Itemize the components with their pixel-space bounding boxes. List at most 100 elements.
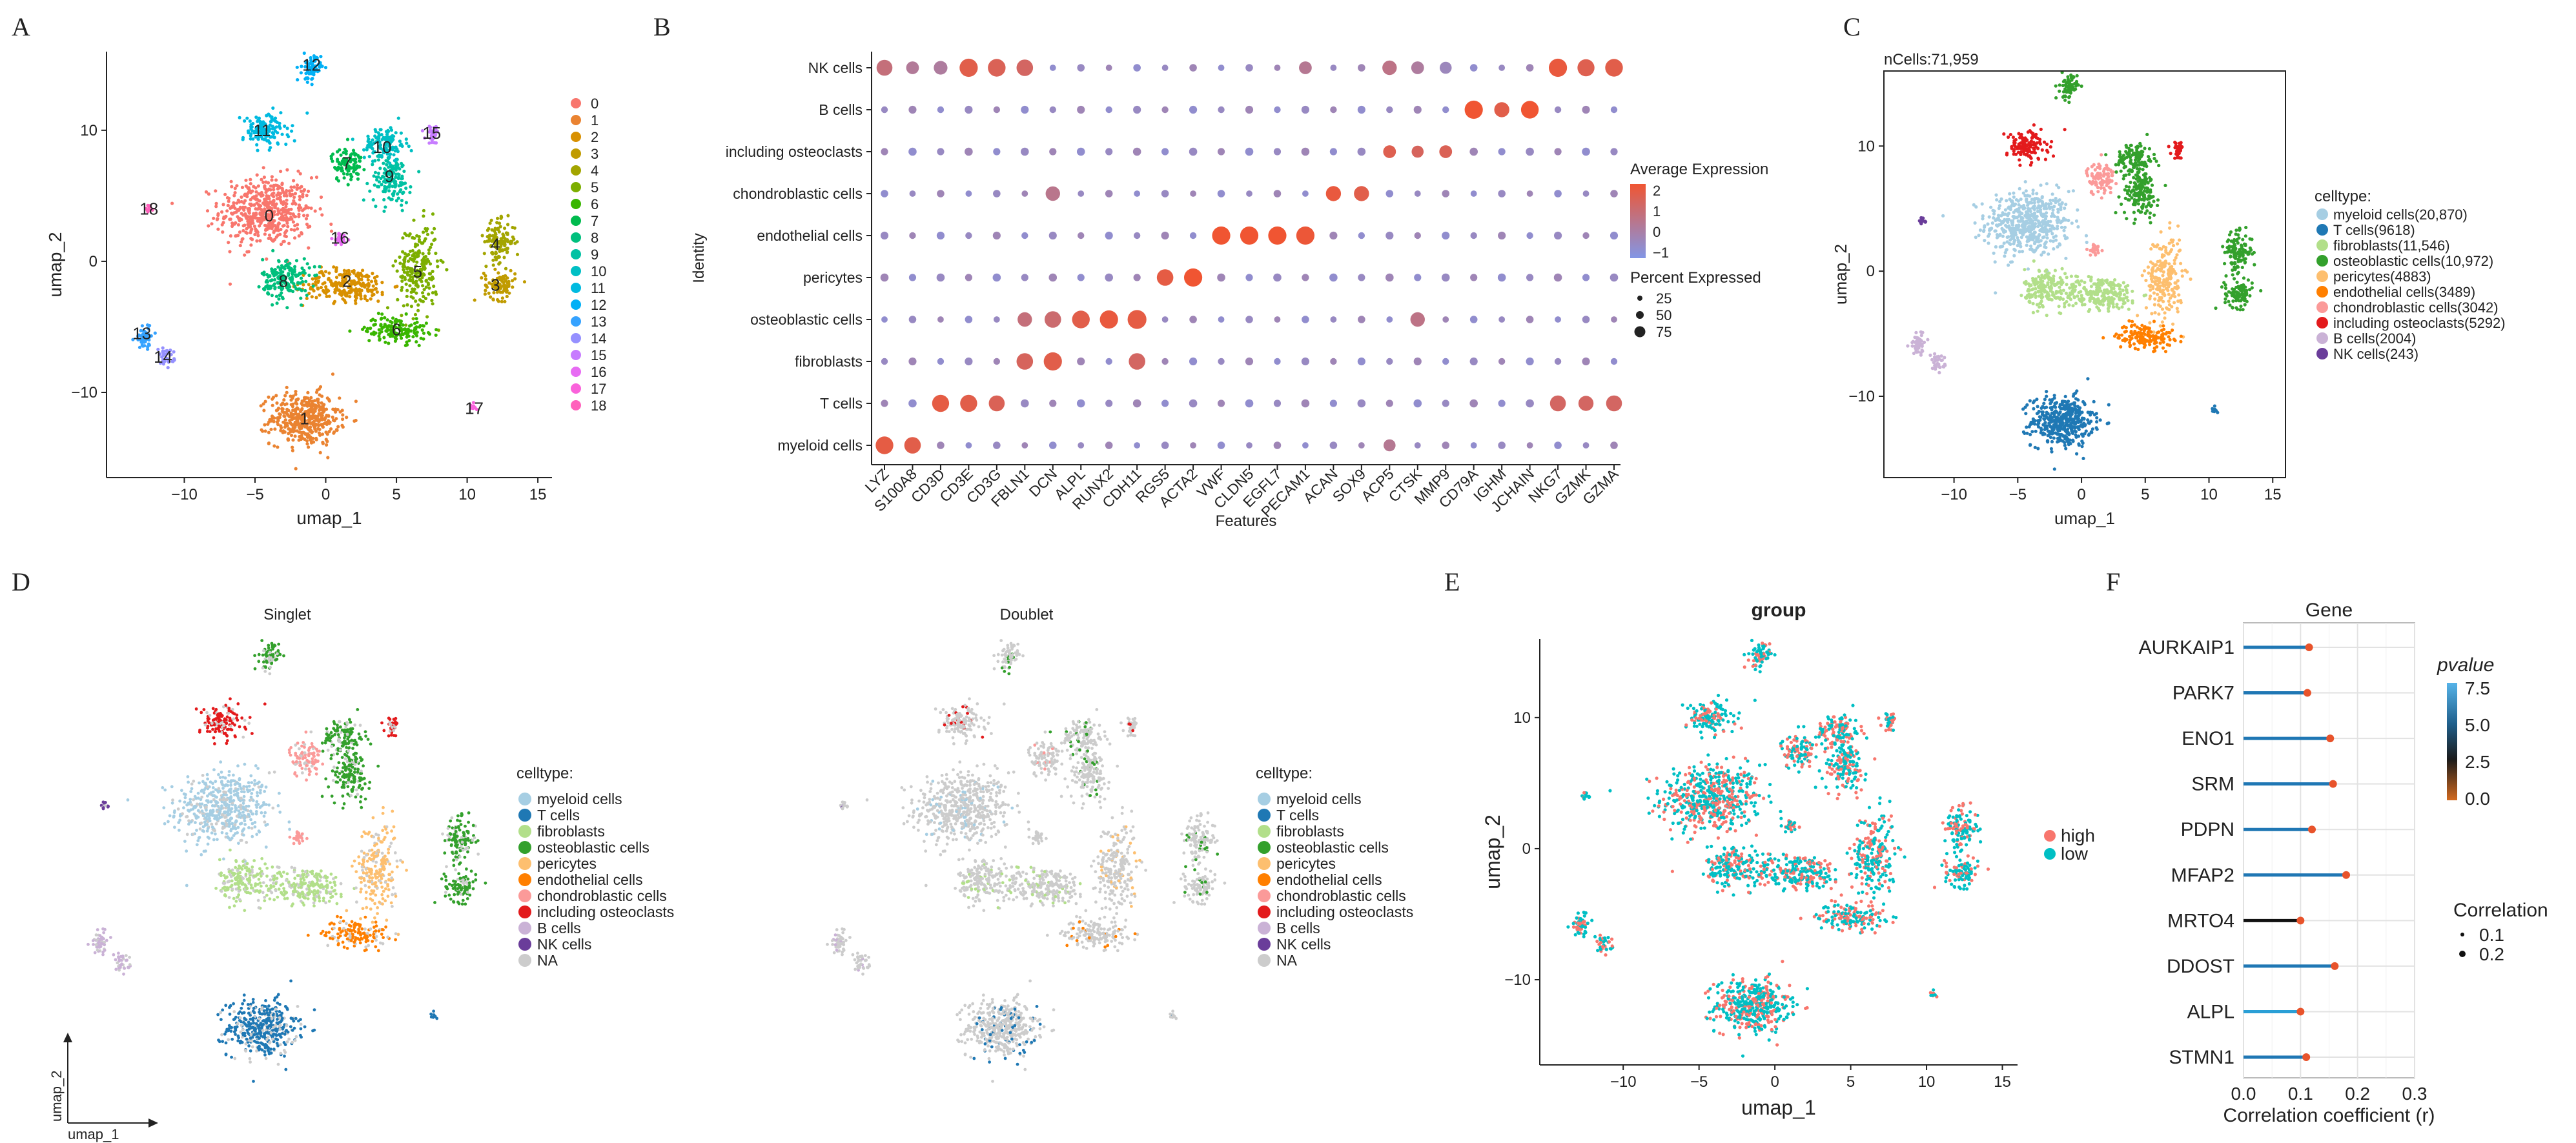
cell-point	[2054, 431, 2058, 435]
cell-point	[2081, 425, 2085, 429]
cell-point	[2090, 427, 2094, 431]
dot	[1358, 64, 1365, 72]
cluster-point	[340, 409, 344, 412]
legend-swatch	[571, 283, 581, 293]
cluster-point	[399, 188, 403, 192]
cluster-point	[220, 210, 224, 214]
dot	[1044, 311, 1061, 328]
dot	[1021, 442, 1028, 449]
cluster-point	[301, 208, 305, 212]
cluster-point	[310, 430, 314, 434]
cluster-label: 17	[465, 398, 484, 418]
dot	[1330, 106, 1337, 114]
cell-point	[2157, 276, 2161, 280]
cluster-point	[511, 225, 515, 230]
cluster-point	[214, 189, 218, 193]
cell-point	[2080, 279, 2083, 283]
cell-point	[2061, 427, 2065, 431]
dot	[1469, 147, 1478, 156]
legend-swatch	[571, 316, 581, 327]
panel-letter: F	[2106, 567, 2120, 596]
cluster-point	[503, 299, 507, 303]
cluster-point	[255, 143, 259, 147]
cell-point	[2234, 306, 2238, 310]
cell-point	[2085, 240, 2089, 245]
dot	[1498, 441, 1506, 449]
cluster-point	[369, 327, 373, 330]
cell-point	[2160, 320, 2164, 324]
cluster-point	[298, 435, 302, 439]
cell-point	[2037, 418, 2041, 422]
cluster-point	[394, 184, 398, 188]
cluster-point	[418, 325, 422, 329]
cluster-point	[309, 396, 313, 400]
cluster-point	[432, 284, 436, 288]
cluster-label: 8	[279, 271, 288, 290]
cluster-point	[285, 385, 289, 389]
cluster-point	[325, 294, 329, 298]
cluster-point	[375, 290, 379, 294]
cell-point	[2021, 191, 2025, 195]
cell-point	[2250, 286, 2254, 290]
cell-point	[2080, 303, 2085, 307]
cluster-point	[248, 119, 252, 123]
cluster-point	[498, 225, 502, 228]
cell-point	[1983, 225, 1987, 229]
cluster-point	[400, 161, 404, 165]
cluster-point	[405, 288, 409, 292]
dot	[1385, 400, 1393, 407]
cell-point	[2153, 297, 2157, 301]
cluster-point	[400, 288, 404, 292]
dot	[1385, 273, 1394, 282]
cluster-point	[341, 425, 345, 429]
dot	[1470, 190, 1477, 197]
cluster-point	[307, 273, 311, 278]
cluster-point	[284, 208, 288, 212]
cluster-point	[369, 279, 374, 283]
cell-point	[2036, 236, 2040, 240]
cell-point	[2224, 292, 2228, 296]
cluster-point	[259, 404, 263, 408]
cluster-point	[210, 222, 214, 226]
cluster-point	[380, 281, 384, 285]
dot	[1021, 274, 1028, 281]
x-tick-label: 0	[322, 486, 330, 503]
cluster-point	[291, 413, 294, 417]
cell-point	[2050, 232, 2054, 236]
cluster-point	[247, 208, 250, 213]
cell-point	[2145, 326, 2149, 330]
cell-point	[2090, 430, 2094, 434]
dot	[1555, 316, 1561, 323]
cluster-point	[367, 155, 371, 159]
dot	[1302, 190, 1309, 197]
cell-point	[2003, 208, 2007, 212]
cluster-point	[264, 190, 268, 194]
cell-point	[2110, 290, 2114, 294]
dot	[1218, 65, 1225, 71]
cell-point	[2094, 183, 2098, 187]
cluster-point	[382, 197, 386, 202]
cell-point	[2120, 333, 2124, 337]
cell-point	[2063, 305, 2067, 309]
dot	[1470, 232, 1477, 239]
color-legend-title: Average Expression	[1630, 161, 1768, 178]
dot	[1245, 105, 1254, 114]
cluster-point	[333, 290, 337, 295]
legend-label: 10	[591, 263, 606, 279]
dot	[1358, 232, 1365, 239]
cell-point	[2148, 321, 2152, 325]
cluster-point	[258, 217, 261, 222]
cell-point	[2025, 425, 2029, 429]
cell-point	[2075, 452, 2079, 456]
cell-point	[2100, 299, 2103, 303]
cluster-point	[367, 339, 371, 343]
cluster-point	[377, 328, 381, 332]
cluster-point	[430, 231, 434, 235]
cluster-point	[256, 207, 260, 211]
dot	[1217, 273, 1225, 282]
cluster-point	[387, 196, 391, 200]
cluster-point	[295, 65, 299, 69]
y-axis-title: umap_2	[45, 232, 65, 297]
cluster-point	[431, 269, 434, 274]
cluster-point	[368, 189, 372, 193]
